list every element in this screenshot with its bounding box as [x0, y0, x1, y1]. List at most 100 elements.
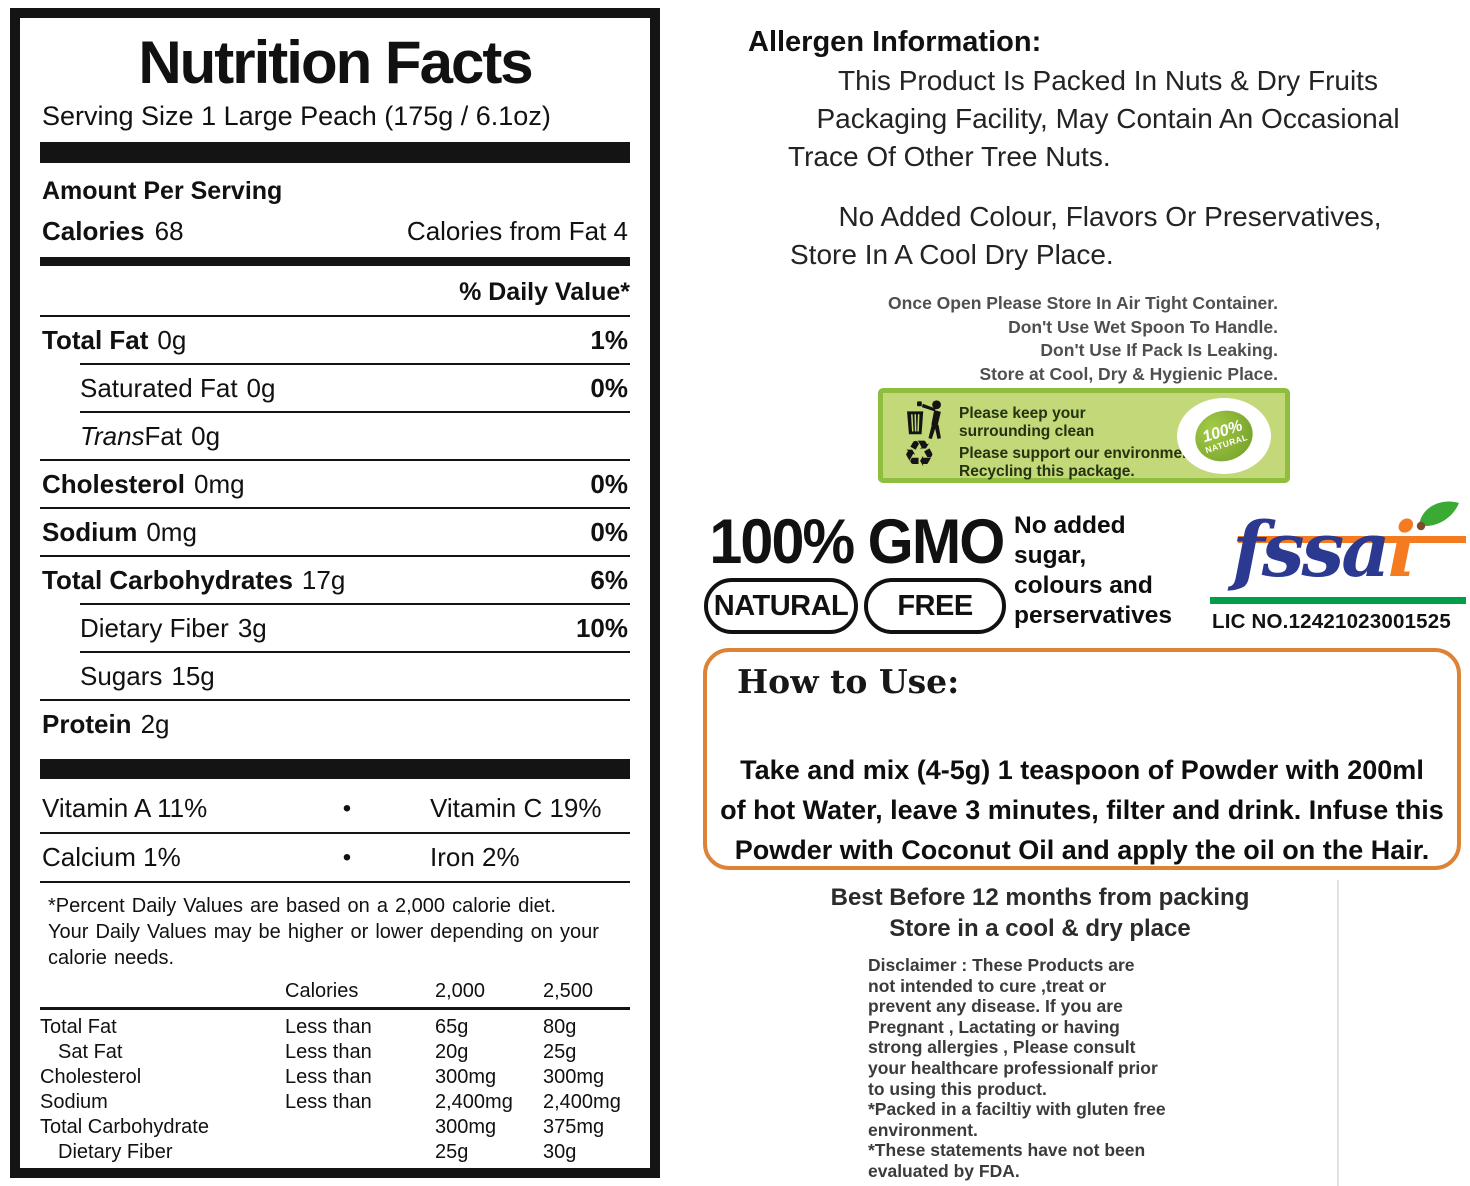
fssai-wordmark: fssai	[1232, 505, 1416, 594]
nutrient-label: Cholesterol	[42, 469, 186, 499]
table-cell: 25g	[543, 1041, 577, 1063]
free-pill: FREE	[864, 578, 1006, 634]
vitamin-c: Vitamin C 19%	[430, 793, 602, 823]
nutrient-label: Sodium	[42, 517, 138, 547]
allergen-line: Trace Of Other Tree Nuts.	[788, 141, 1111, 172]
table-cell: 300mg	[435, 1066, 497, 1088]
nutrient-amount: 3g	[237, 613, 267, 643]
table-cell: Total Fat	[40, 1016, 117, 1038]
fssai-logo: fssai LIC NO.12421023001525	[1200, 496, 1466, 638]
header-cell	[40, 979, 285, 1004]
nutrient-row-cholesterol: Cholesterol 0mg 0%	[40, 461, 630, 507]
table-row: Sat Fat Less than 20g 25g	[40, 1040, 630, 1065]
table-cell: 2,400mg	[543, 1091, 621, 1113]
nutrient-row-protein: Protein 2g	[40, 701, 630, 747]
daily-value-header: % Daily Value*	[459, 278, 630, 306]
header-cell: Calories	[285, 980, 359, 1002]
note-line: Store In A Cool Dry Place.	[790, 239, 1114, 270]
daily-value-footnote: *Percent Daily Values are based on a 2,0…	[48, 895, 599, 969]
table-cell: 30g	[543, 1141, 577, 1163]
how-to-use-box: How to Use: Take and mix (4-5g) 1 teaspo…	[703, 648, 1461, 870]
bullet-icon: •	[342, 843, 352, 871]
divider-medium	[40, 257, 630, 266]
nutrient-row-sugars: Sugars 15g	[40, 653, 630, 699]
nutrient-amount: 0g	[246, 373, 276, 403]
table-cell: 300mg	[435, 1116, 497, 1138]
table-cell: 65g	[435, 1016, 469, 1038]
banner-keep-clean-text: Please keep your surrounding clean	[959, 405, 1095, 440]
nutrient-row-saturated-fat: Saturated Fat 0g 0%	[40, 365, 630, 411]
table-cell: Dietary Fiber	[58, 1141, 173, 1163]
table-cell: Less than	[285, 1016, 372, 1038]
nutrient-dv: 10%	[575, 613, 628, 643]
recycle-icon: ♻	[903, 434, 936, 475]
vitamin-row-2: Calcium 1% • Iron 2%	[40, 834, 630, 881]
nutrient-dv: 1%	[590, 325, 628, 355]
calcium: Calcium 1%	[42, 842, 181, 872]
nutrient-dv: 6%	[590, 565, 628, 595]
nutrient-amount: 0g	[157, 325, 187, 355]
nutrient-row-trans-fat: Trans Fat 0g	[40, 413, 630, 459]
nutrient-label: Sugars	[80, 661, 163, 691]
nutrient-amount: 2g	[140, 709, 170, 739]
table-cell: Sat Fat	[58, 1041, 123, 1063]
nutrient-amount: 17g	[301, 565, 346, 595]
nutrient-label: Dietary Fiber	[80, 613, 229, 643]
claim-100-percent: 100%	[709, 507, 855, 577]
serving-size: Serving Size 1 Large Peach (175g / 6.1oz…	[42, 101, 551, 131]
fssai-word-blue: fssa	[1232, 505, 1391, 594]
calories-row: Calories 68 Calories from Fat 4	[42, 216, 628, 247]
claim-gmo: GMO	[867, 507, 1006, 577]
header-cell: 2,000	[435, 980, 486, 1002]
nutrition-facts-panel: Nutrition Facts Serving Size 1 Large Pea…	[10, 8, 660, 1178]
table-cell	[285, 1140, 435, 1165]
nutrient-amount: 0mg	[146, 517, 197, 547]
header-cell: 2,500	[543, 980, 594, 1002]
nutrient-row-total-carbohydrates: Total Carbohydrates 17g 6%	[40, 557, 630, 603]
storage-tips: Once Open Please Store In Air Tight Cont…	[888, 293, 1278, 384]
vitamin-row-1: Vitamin A 11% • Vitamin C 19%	[40, 785, 630, 832]
table-cell: Cholesterol	[40, 1066, 142, 1088]
table-cell: Total Carbohydrate	[40, 1116, 209, 1138]
note-line: No Added Colour, Flavors Or Preservative…	[838, 201, 1382, 232]
table-cell: Less than	[285, 1041, 372, 1063]
divider-hairline	[80, 603, 630, 605]
divider-thick	[40, 759, 630, 779]
allergen-line: This Product Is Packed In Nuts & Dry Fru…	[838, 65, 1378, 96]
fssai-license-number: LIC NO.12421023001525	[1212, 610, 1451, 633]
nutrient-dv: 0%	[590, 517, 628, 547]
nutrient-label: Saturated Fat	[80, 373, 238, 403]
nutrient-label-italic: Trans	[80, 421, 145, 451]
nutrient-amount: 15g	[171, 661, 215, 691]
divider-hairline	[40, 315, 630, 317]
divider-hairline	[40, 555, 630, 557]
nutrient-label: Protein	[42, 709, 132, 739]
leaf-icon	[1412, 496, 1462, 539]
calories: Calories 68	[42, 216, 184, 247]
table-cell	[285, 1115, 435, 1140]
nutrient-row-dietary-fiber: Dietary Fiber 3g 10%	[40, 605, 630, 651]
divider-hairline	[40, 507, 630, 509]
divider-hairline	[80, 363, 630, 365]
nutrient-dv: 0%	[590, 469, 628, 499]
divider-hairline	[40, 832, 630, 834]
table-cell: 2,400mg	[435, 1091, 513, 1113]
no-added-sugar-note: No added sugar, colours and perservative…	[1014, 512, 1173, 629]
table-row: Total Fat Less than 65g 80g	[40, 1015, 630, 1040]
divider-vertical-faint	[1337, 880, 1339, 1186]
nutrient-label: Fat	[144, 421, 183, 451]
table-cell: 300mg	[543, 1066, 605, 1088]
fssai-orange-bar	[1238, 536, 1466, 543]
nutrient-amount: 0g	[191, 421, 221, 451]
amount-per-serving: Amount Per Serving	[42, 177, 283, 205]
bullet-icon: •	[342, 794, 352, 822]
nutrient-label: Total Fat	[42, 325, 149, 355]
calories-label: Calories	[42, 216, 145, 246]
divider-hairline	[40, 459, 630, 461]
natural-badge-inner: 100% NATURAL	[1188, 403, 1260, 469]
eco-banner: Please keep your surrounding clean ♻ Ple…	[878, 388, 1290, 483]
allergen-heading: Allergen Information:	[748, 26, 1042, 58]
allergen-paragraph: This Product Is Packed In Nuts & Dry Fru…	[760, 62, 1456, 176]
how-to-use-heading: How to Use:	[737, 662, 960, 701]
